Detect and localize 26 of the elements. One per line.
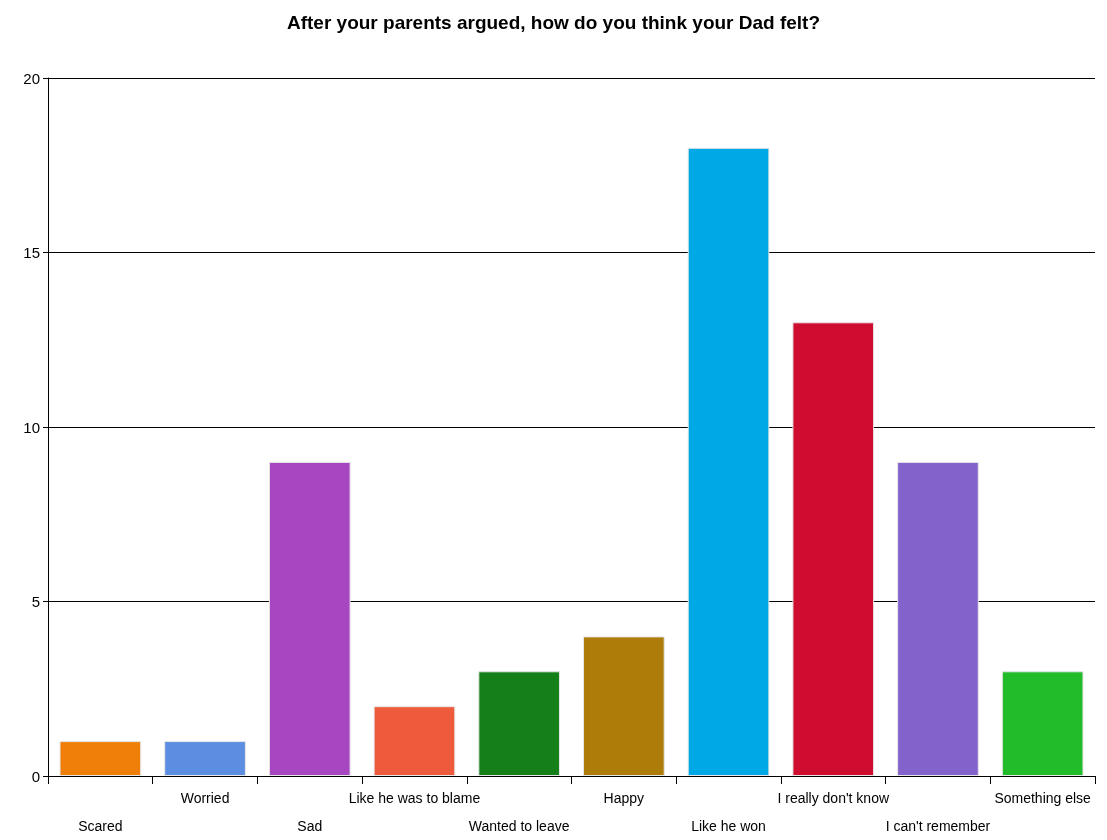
x-tick-label: Something else: [994, 790, 1092, 806]
y-tick-label: 15: [23, 244, 40, 261]
x-tick-label: I can't remember: [885, 818, 991, 834]
y-tick-label: 20: [23, 69, 40, 87]
x-tick-label: Scared: [78, 818, 123, 834]
x-tick-label: Worried: [180, 790, 230, 806]
bar: [792, 322, 875, 776]
x-tick-label: Wanted to leave: [468, 818, 570, 834]
y-tick-label: 5: [31, 593, 40, 610]
bar: [478, 671, 560, 776]
bar: [583, 636, 665, 776]
y-tick-label: 10: [23, 418, 40, 436]
bar: [687, 147, 770, 776]
bar: [1001, 671, 1084, 776]
y-tick-label: 0: [31, 767, 40, 785]
x-tick-label: Like he was to blame: [348, 790, 481, 806]
bar: [164, 741, 246, 776]
x-tick-label: Sad: [297, 818, 323, 834]
x-tick-label: Happy: [603, 790, 645, 806]
bar: [268, 461, 351, 776]
bar: [897, 461, 979, 776]
x-tick-label: I really don't know: [777, 790, 890, 806]
chart-title: After your parents argued, how do you think your Dad felt?: [286, 12, 821, 33]
bar: [373, 706, 456, 776]
x-tick-label: Like he won: [691, 818, 766, 834]
bar: [59, 741, 142, 776]
